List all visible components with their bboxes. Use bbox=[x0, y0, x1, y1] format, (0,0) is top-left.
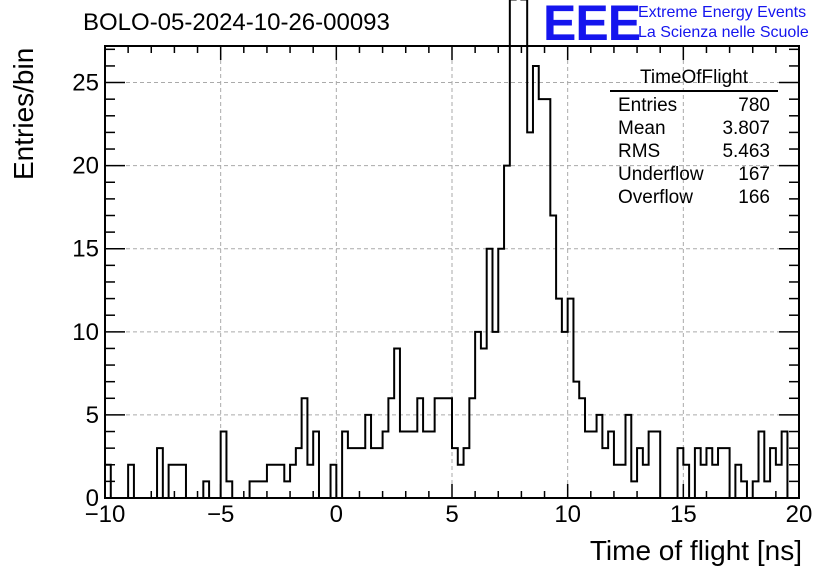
eee-logo-mark: EEE bbox=[543, 0, 641, 51]
stats-row-mean: Mean 3.807 bbox=[610, 117, 778, 140]
stats-row-rms: RMS 5.463 bbox=[610, 140, 778, 163]
logo-line-1: Extreme Energy Events bbox=[638, 4, 807, 21]
x-tick-label: −5 bbox=[207, 501, 234, 528]
stats-label: Underflow bbox=[618, 164, 704, 185]
stats-value: 780 bbox=[738, 95, 770, 116]
stats-value: 5.463 bbox=[722, 141, 770, 162]
stats-box: TimeOfFlight Entries 780 Mean 3.807 RMS 5.463… bbox=[610, 67, 778, 209]
x-tick-label: 15 bbox=[670, 501, 697, 528]
stats-value: 166 bbox=[738, 187, 770, 208]
x-tick-label: 0 bbox=[330, 501, 343, 528]
x-axis-label: Time of flight [ns] bbox=[589, 535, 802, 566]
y-tick-label: 10 bbox=[72, 319, 99, 346]
y-tick-label: 5 bbox=[86, 402, 99, 429]
y-tick-label: 15 bbox=[72, 236, 99, 263]
stats-label: RMS bbox=[618, 141, 661, 162]
stats-label: Entries bbox=[618, 95, 678, 116]
stats-label: Overflow bbox=[618, 187, 693, 208]
x-tick-label: 20 bbox=[786, 501, 813, 528]
y-tick-label: 20 bbox=[72, 153, 99, 180]
stats-value: 167 bbox=[738, 164, 770, 185]
y-axis-label: Entries/bin bbox=[8, 47, 39, 180]
stats-row-underflow: Underflow 167 bbox=[610, 163, 778, 186]
y-tick-label: 25 bbox=[72, 70, 99, 97]
stats-label: Mean bbox=[618, 118, 666, 139]
stats-value: 3.807 bbox=[722, 118, 770, 139]
stats-rows: Entries 780 Mean 3.807 RMS 5.463 Underflow 167 O… bbox=[610, 94, 778, 209]
x-tick-label: −10 bbox=[85, 501, 126, 528]
chart-title: BOLO-05-2024-10-26-00093 bbox=[83, 9, 390, 36]
x-tick-label: 5 bbox=[445, 501, 458, 528]
stats-row-overflow: Overflow 166 bbox=[610, 186, 778, 209]
eee-logo-text: Extreme Energy Events La Scienza nelle S… bbox=[638, 3, 809, 43]
x-tick-label: 10 bbox=[554, 501, 581, 528]
y-tick-label: 0 bbox=[86, 485, 99, 512]
stats-title: TimeOfFlight bbox=[610, 67, 778, 92]
stats-row-entries: Entries 780 bbox=[610, 94, 778, 117]
logo-line-2: La Scienza nelle Scuole bbox=[638, 24, 809, 41]
